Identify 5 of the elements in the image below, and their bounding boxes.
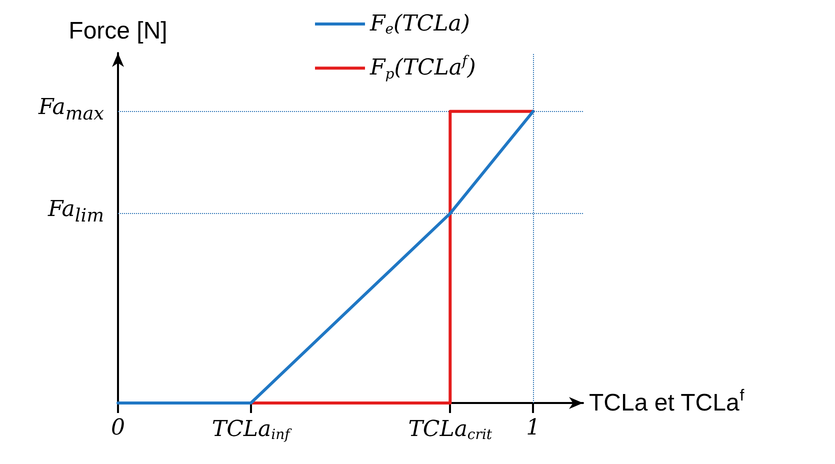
y-axis-title: Force [N] [68, 18, 168, 44]
x-tick-label: 1 [526, 416, 540, 440]
annotation: Fa$_{max}$ [38, 95, 104, 125]
annotation: Fa$_{lim}$ [48, 197, 104, 227]
x-tick-label: 0 [111, 416, 125, 440]
